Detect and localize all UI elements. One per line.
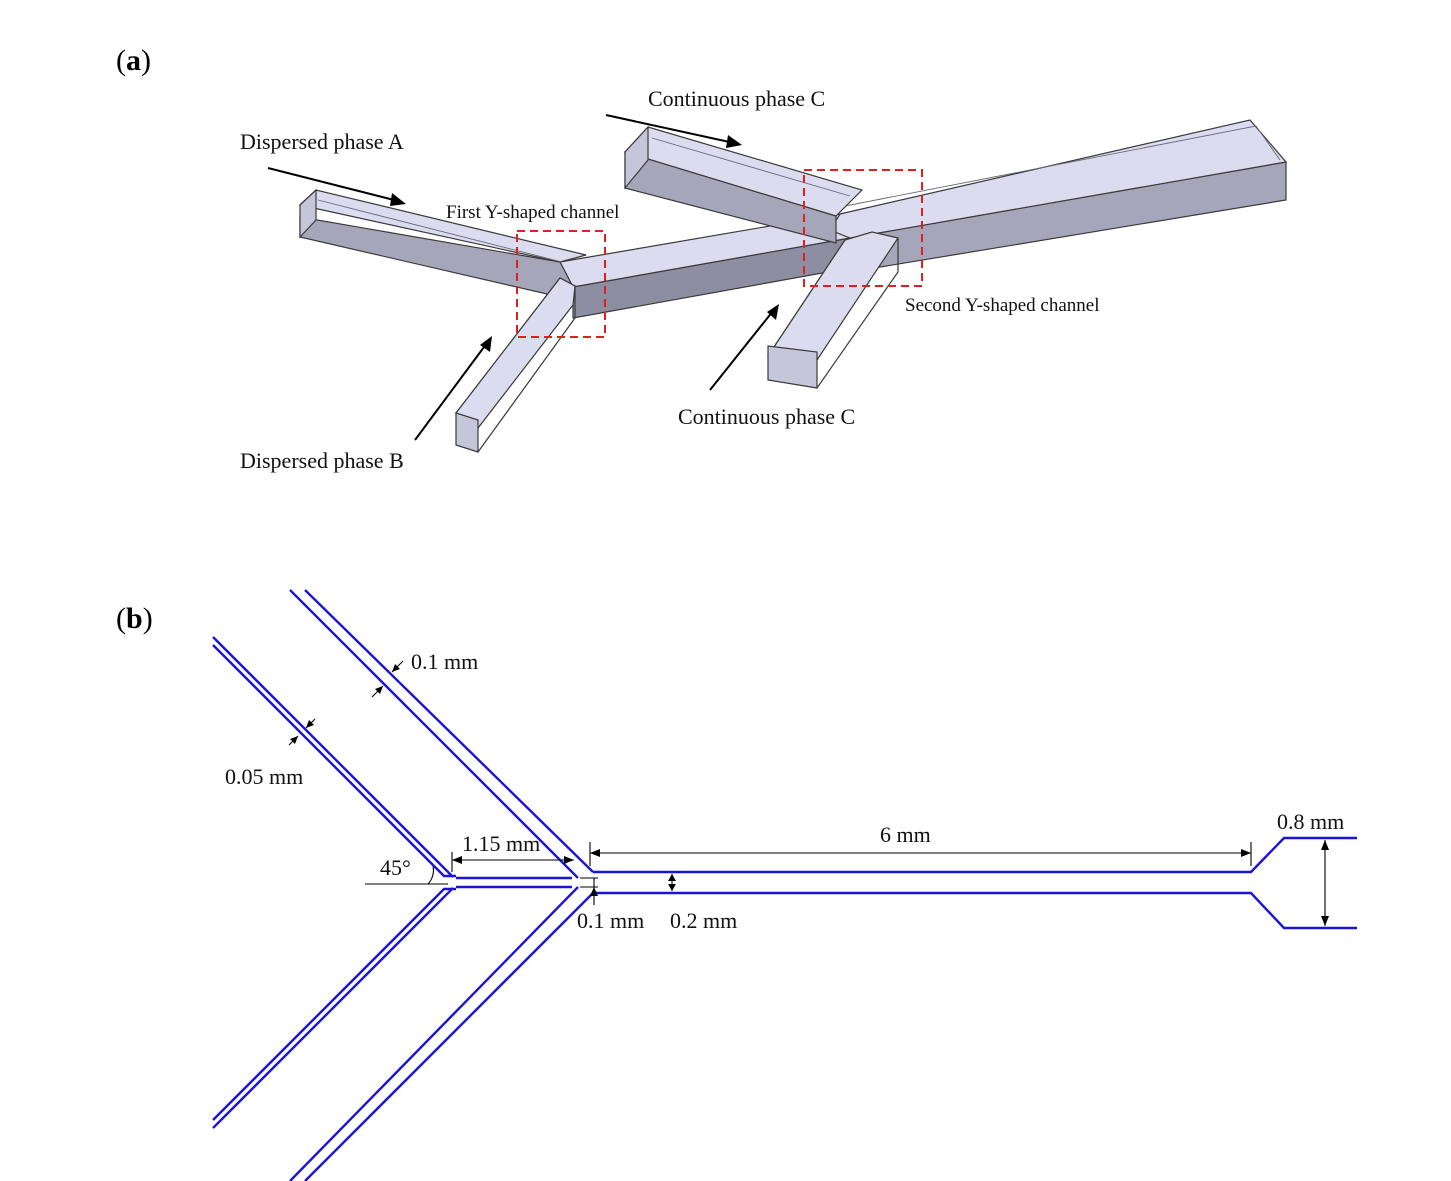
- label-first-y-channel: First Y-shaped channel: [446, 202, 619, 223]
- label-outlet-width: 0.8 mm: [1277, 809, 1344, 834]
- label-inner-inlet-width: 0.05 mm: [225, 764, 303, 789]
- outer-inlet-upper-wall-2: [304, 589, 594, 873]
- arrow-continuous-bottom: [709, 304, 779, 391]
- dim-inner-inlet-width: [288, 718, 316, 746]
- label-main-width: 0.2 mm: [670, 908, 737, 933]
- label-continuous-phase-bottom: Continuous phase C: [678, 404, 855, 429]
- continuous-bottom-inlet-end: [767, 345, 818, 389]
- second-junction-box: [803, 169, 923, 287]
- outer-inlet-upper-wall-1: [289, 589, 579, 879]
- main-channel-top-wall: [593, 836, 1357, 874]
- label-dispersed-phase-b: Dispersed phase B: [240, 448, 404, 473]
- dispersed-b-inlet-top: [455, 277, 576, 429]
- dim-outlet-width: [1321, 840, 1329, 926]
- arrow-dispersed-b: [414, 336, 492, 441]
- arrow-dispersed-a: [267, 167, 406, 206]
- label-main-length: 6 mm: [880, 822, 931, 847]
- panel-a-label: (a): [116, 44, 151, 77]
- inner-inlet-lower-inner-wall: [212, 887, 454, 1129]
- arrow-continuous-top: [605, 114, 742, 148]
- dispersed-a-inlet-end: [299, 188, 317, 239]
- inner-inlet-upper-inner-wall: [212, 636, 454, 878]
- panel-b: (b) 0.1 mm: [116, 589, 1357, 1181]
- continuous-bottom-outer-edge: [816, 238, 899, 389]
- outlet-inner-edge: [844, 125, 1281, 207]
- dim-main-length: [589, 842, 1252, 866]
- dispersed-b-inlet-end: [455, 412, 479, 453]
- outer-inlet-lower-wall-1: [289, 886, 579, 1181]
- inner-inlet-upper-outer-wall: [212, 644, 456, 878]
- continuous-top-inner-edge: [651, 137, 851, 197]
- dim-outer-inlet-width: [371, 660, 404, 698]
- dim-gap: [580, 877, 598, 905]
- label-angle: 45°: [380, 855, 411, 880]
- main-channel-bottom-wall: [593, 891, 1357, 930]
- dim-first-length: [451, 852, 574, 872]
- dispersed-a-inner-edge: [317, 199, 563, 263]
- dim-main-width: [668, 874, 676, 891]
- label-gap: 0.1 mm: [577, 908, 644, 933]
- first-junction-box: [516, 230, 606, 338]
- label-dispersed-phase-a: Dispersed phase A: [240, 129, 404, 154]
- label-outer-inlet-width: 0.1 mm: [411, 649, 478, 674]
- outer-inlet-lower-wall-2: [304, 892, 594, 1181]
- label-first-length: 1.15 mm: [462, 831, 540, 856]
- label-second-y-channel: Second Y-shaped channel: [905, 295, 1100, 316]
- angle-indicator: [365, 865, 448, 885]
- label-continuous-phase-top: Continuous phase C: [648, 86, 825, 111]
- inner-inlet-lower-outer-wall: [212, 887, 456, 1121]
- panel-b-label: (b): [116, 602, 153, 635]
- dispersed-b-outer-edge: [477, 286, 576, 453]
- continuous-top-inlet-end: [624, 125, 649, 190]
- panel-a: (a): [116, 44, 1288, 473]
